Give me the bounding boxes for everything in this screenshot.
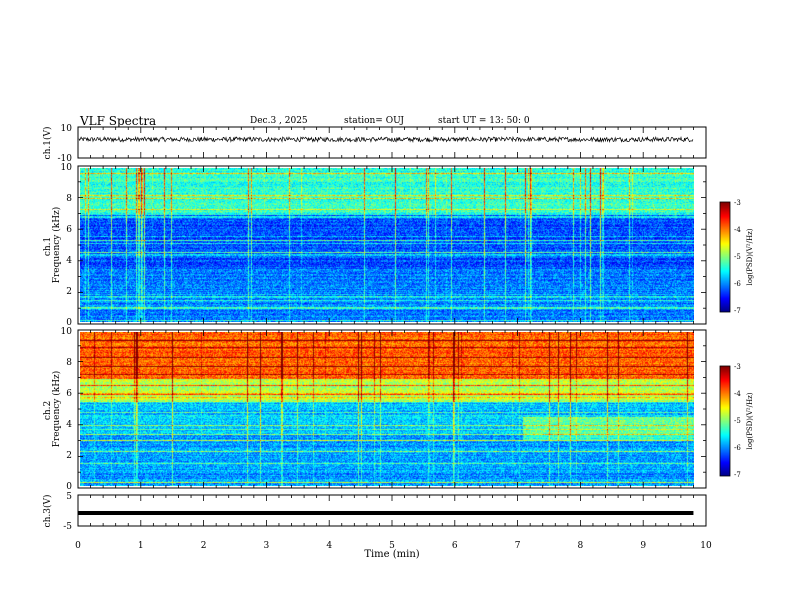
ch1-ytick-bottom: -10 (58, 154, 73, 164)
ch1-spec-ytick: 0 (66, 318, 72, 328)
ch2-spectrogram-frame (77, 329, 707, 489)
ch1-spectrogram (80, 168, 694, 322)
ch1-ytick-top: 10 (61, 124, 73, 134)
ch3-waveform-ylabel: ch.3(V) (42, 495, 53, 528)
ch1-spec-ytick: 10 (61, 163, 73, 173)
ch1-waveform-ylabel: ch.1(V) (42, 127, 53, 160)
ch1-waveform-line (78, 135, 694, 143)
axis-ticks (77, 127, 707, 526)
x-tick-label: 6 (452, 541, 458, 551)
ch2-spec-ytick: 4 (66, 420, 72, 430)
figure-title: VLF Spectra (80, 114, 157, 128)
x-tick-label: 2 (201, 541, 207, 551)
ch1-spec-ytick: 8 (66, 194, 72, 204)
ch1-spec-ytick: 4 (66, 256, 72, 266)
ch2-spectrogram (80, 332, 694, 486)
x-tick-label: 3 (264, 541, 270, 551)
ch1-waveform-trace (78, 135, 694, 143)
ch1-spectrogram-frame (77, 165, 707, 325)
cbar2-tick: -7 (734, 471, 741, 479)
cbar1-label: log(PSD)(V²/Hz) (746, 228, 754, 285)
cbar1-tick: -4 (734, 226, 741, 234)
ch1-spec-ytick: 6 (66, 225, 72, 235)
ch2-spec-ytick: 6 (66, 389, 72, 399)
ch2-spec-ytick: 2 (66, 451, 72, 461)
ch1-colorbar-frame (719, 201, 731, 313)
ch2-spec-ytick: 10 (61, 327, 73, 337)
x-tick-label: 1 (138, 541, 144, 551)
ch2-colorbar-frame (719, 365, 731, 477)
cbar2-tick: -5 (734, 417, 741, 425)
cbar1-tick: -6 (734, 280, 741, 288)
ch3-ytick-bottom: -5 (63, 522, 72, 532)
ch2-spec-ytick: 0 (66, 482, 72, 492)
x-tick-label: 7 (515, 541, 521, 551)
ch2-spec-ytick: 8 (66, 358, 72, 368)
x-tick-label: 4 (326, 541, 332, 551)
ch1-spec-ytick: 2 (66, 287, 72, 297)
x-tick-label: 9 (640, 541, 646, 551)
cbar1-tick: -3 (734, 199, 741, 207)
x-tick-label: 8 (578, 541, 584, 551)
x-tick-label: 5 (389, 541, 395, 551)
ch2-colorbar (720, 366, 730, 476)
station-label: station= OUJ (344, 116, 405, 126)
ch1-spec-ylabel: ch.1 Frequency (kHz) (43, 207, 62, 284)
cbar2-label: log(PSD)(V²/Hz) (746, 392, 754, 449)
ch3-ytick-top: 5 (66, 492, 72, 502)
cbar1-tick: -7 (734, 307, 741, 315)
start-time-label: start UT = 13: 50: 0 (438, 116, 530, 126)
ch2-spec-ylabel: ch.2 Frequency (kHz) (43, 371, 62, 448)
cbar2-tick: -3 (734, 363, 741, 371)
cbar1-tick: -5 (734, 253, 741, 261)
cbar2-tick: -6 (734, 444, 741, 452)
date-label: Dec.3 , 2025 (250, 116, 308, 126)
x-tick-labels: 0 1 2 3 4 5 6 7 8 9 10 (75, 541, 712, 551)
cbar2-tick: -4 (734, 390, 741, 398)
x-tick-label: 10 (700, 541, 712, 551)
x-axis-label: Time (min) (364, 549, 419, 560)
x-tick-label: 0 (75, 541, 81, 551)
ch1-colorbar (720, 202, 730, 312)
